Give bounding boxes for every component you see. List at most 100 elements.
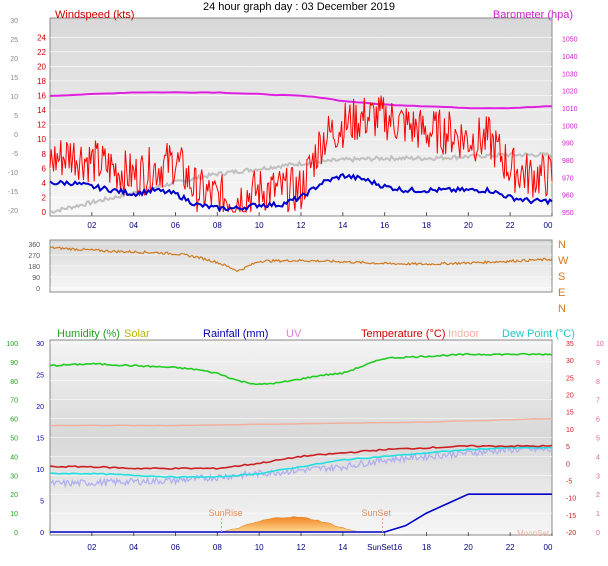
windspeed-tick-label: 20 — [37, 62, 46, 71]
bottom-x-tick-label: 08 — [213, 543, 222, 552]
wind-direction-line — [49, 246, 553, 273]
x-tick-label: 14 — [338, 221, 347, 230]
rainfall-tick-label: 25 — [36, 373, 44, 380]
rainfall-tick-label: 5 — [40, 499, 44, 506]
windspeed-tick-label: 4 — [42, 179, 47, 188]
average-wind-line — [49, 172, 553, 213]
uv-tick-label: 5 — [596, 436, 600, 443]
uv-tick-label: 4 — [596, 454, 600, 461]
wind-outer-tick-label: 30 — [10, 18, 18, 25]
indoor-legend-label: Indoor — [448, 328, 480, 340]
windspeed-tick-label: 12 — [37, 121, 46, 130]
barometer-tick-label: 1040 — [562, 54, 578, 61]
windspeed-axis-label: Windspeed (kts) — [55, 9, 134, 21]
moonset-label: MoonSet — [517, 529, 550, 538]
x-tick-label: 08 — [213, 221, 222, 230]
x-tick-label: 22 — [506, 221, 515, 230]
rainfall-tick-label: 10 — [36, 467, 44, 474]
bottom-x-tick-label: 14 — [338, 543, 347, 552]
wind-outer-tick-label: -5 — [12, 151, 18, 158]
x-tick-label: 20 — [464, 221, 473, 230]
rainfall-tick-label: 15 — [36, 436, 44, 443]
windspeed-tick-label: 2 — [42, 193, 47, 202]
barometer-tick-label: 980 — [562, 158, 574, 165]
uv-tick-label: 10 — [596, 341, 604, 348]
barometer-tick-label: 960 — [562, 193, 574, 200]
x-tick-label: 16 — [380, 221, 389, 230]
windspeed-tick-label: 14 — [37, 106, 46, 115]
barometer-tick-label: 1050 — [562, 37, 578, 44]
direction-tick-label: 0 — [36, 286, 40, 293]
barometer-tick-label: 1030 — [562, 71, 578, 78]
bottom-x-tick-label: 10 — [255, 543, 264, 552]
x-tick-label: 04 — [129, 221, 138, 230]
windspeed-tick-label: 8 — [42, 150, 47, 159]
wind-outer-tick-label: 0 — [14, 132, 18, 139]
temperature-tick-label: -15 — [566, 513, 576, 520]
bottom-x-tick-label: 18 — [422, 543, 431, 552]
wind-outer-tick-label: 15 — [10, 75, 18, 82]
temperature-tick-label: -20 — [566, 530, 576, 537]
apparent-temp-line — [49, 444, 553, 489]
uv-tick-label: 9 — [596, 360, 600, 367]
wind-outer-tick-label: -10 — [8, 170, 18, 177]
bottom-x-tick-label: 06 — [171, 543, 180, 552]
solar-area — [221, 516, 357, 533]
uv-tick-label: 2 — [596, 492, 600, 499]
uv-legend-label: UV — [286, 328, 302, 340]
bottom-x-tick-label: 04 — [129, 543, 138, 552]
gust-grey-line — [49, 151, 553, 215]
compass-tick-label: W — [558, 255, 569, 267]
wind-panel-bg — [49, 17, 553, 217]
rainfall-tick-label: 20 — [36, 404, 44, 411]
wind-outer-tick-label: 25 — [10, 37, 18, 44]
temperature-legend-label: Temperature (°C) — [361, 328, 445, 340]
wind-outer-tick-label: 5 — [14, 113, 18, 120]
bottom-x-tick-label: 02 — [87, 543, 96, 552]
humidity-tick-label: 20 — [10, 492, 18, 499]
sunset-label: SunSet — [362, 508, 392, 518]
graph-title: 24 hour graph day : 03 December 2019 — [203, 1, 395, 13]
compass-tick-label: N — [558, 239, 566, 251]
direction-tick-label: 180 — [28, 264, 40, 271]
windspeed-line — [49, 95, 553, 214]
temperature-line — [49, 444, 553, 470]
x-tick-label: 10 — [255, 221, 264, 230]
rainfall-legend-label: Rainfall (mm) — [203, 328, 268, 340]
windspeed-tick-label: 10 — [37, 135, 46, 144]
barometer-axis-label: Barometer (hpa) — [493, 9, 573, 21]
sunrise-label: SunRise — [209, 508, 243, 518]
bottom-x-tick-label: 00 — [544, 543, 553, 552]
humidity-legend-label: Humidity (%) — [57, 328, 120, 340]
uv-tick-label: 3 — [596, 473, 600, 480]
dewpoint-legend-label: Dew Point (°C) — [502, 328, 575, 340]
humidity-tick-label: 100 — [6, 341, 18, 348]
uv-tick-label: 6 — [596, 417, 600, 424]
windspeed-tick-label: 6 — [42, 164, 47, 173]
windspeed-tick-label: 18 — [37, 77, 46, 86]
temperature-tick-label: -5 — [566, 478, 572, 485]
humidity-tick-label: 60 — [10, 417, 18, 424]
temperature-tick-label: 30 — [566, 358, 574, 365]
humidity-tick-label: 0 — [14, 530, 18, 537]
rainfall-tick-label: 30 — [36, 341, 44, 348]
uv-tick-label: 1 — [596, 511, 600, 518]
temperature-tick-label: 10 — [566, 427, 574, 434]
temperature-tick-label: 5 — [566, 444, 570, 451]
temperature-tick-label: -10 — [566, 496, 576, 503]
barometer-tick-label: 970 — [562, 175, 574, 182]
solar-legend-label: Solar — [124, 328, 150, 340]
wind-outer-tick-label: 10 — [10, 94, 18, 101]
temperature-tick-label: 25 — [566, 375, 574, 382]
direction-tick-label: 360 — [28, 242, 40, 249]
humidity-tick-label: 10 — [10, 511, 18, 518]
temperature-tick-label: 0 — [566, 461, 570, 468]
direction-tick-label: 90 — [32, 275, 40, 282]
windspeed-tick-label: 24 — [37, 33, 46, 42]
windspeed-tick-label: 22 — [37, 48, 46, 57]
x-tick-label: 18 — [422, 221, 431, 230]
indoor-line — [49, 417, 553, 427]
bottom-x-tick-label: SunSet16 — [367, 543, 403, 552]
dewpoint-line — [49, 446, 553, 479]
